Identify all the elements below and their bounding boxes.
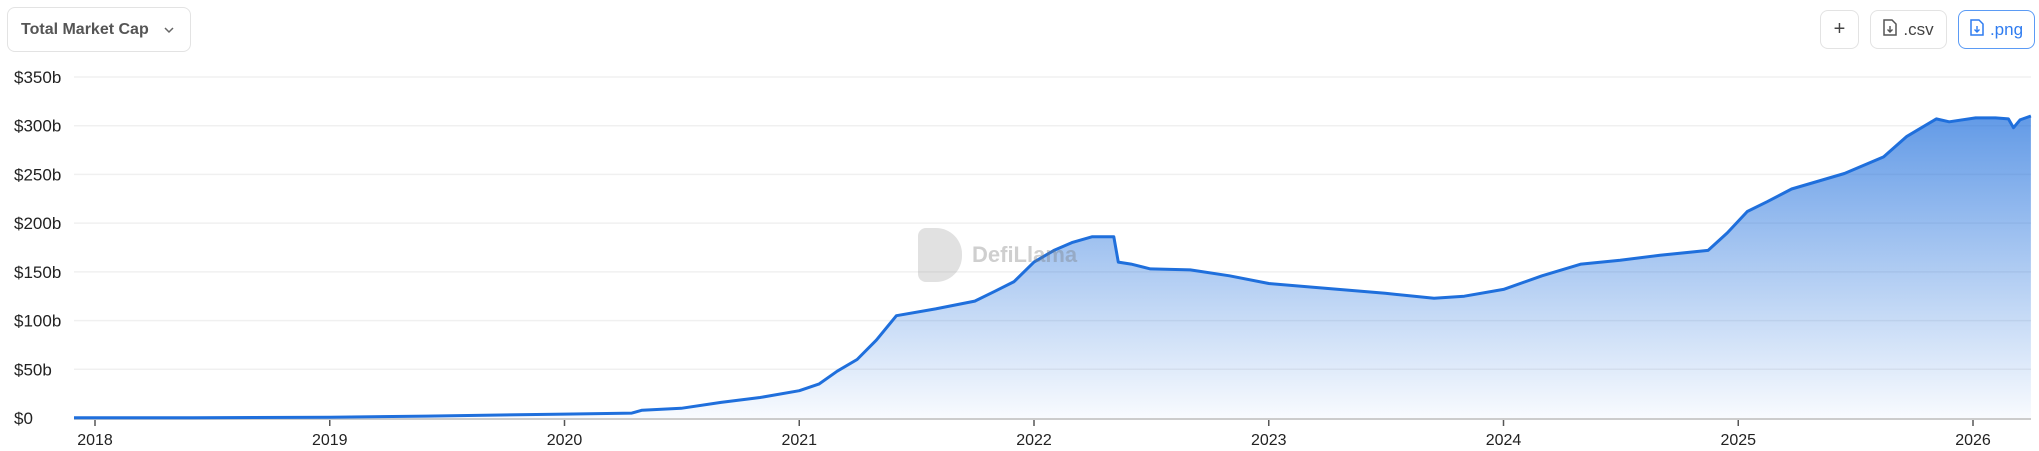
- png-label: .png: [1989, 19, 2024, 39]
- csv-label: .csv: [1903, 19, 1934, 39]
- chevron-down-icon: [163, 21, 175, 39]
- y-tick-label: $50b: [14, 360, 52, 379]
- x-tick-label: 2018: [77, 432, 113, 449]
- add-button[interactable]: +: [1820, 10, 1859, 49]
- download-png-button[interactable]: .png: [1958, 10, 2035, 49]
- y-tick-label: $150b: [14, 263, 61, 282]
- x-tick-label: 2021: [781, 432, 817, 449]
- metric-select-label: Total Market Cap: [21, 20, 149, 38]
- y-tick-label: $200b: [14, 214, 61, 233]
- y-tick-label: $100b: [14, 312, 61, 331]
- series-area: [74, 116, 2031, 418]
- x-tick-label: 2023: [1251, 432, 1287, 449]
- x-tick-label: 2025: [1720, 432, 1756, 449]
- y-tick-label: $350b: [14, 68, 61, 87]
- plus-icon: +: [1833, 18, 1846, 40]
- x-tick-label: 2019: [312, 432, 348, 449]
- y-tick-label: $250b: [14, 165, 61, 184]
- watermark-text: DefiLlama: [972, 242, 1078, 267]
- metric-select[interactable]: Total Market Cap: [7, 7, 191, 52]
- y-tick-label: $300b: [14, 117, 61, 136]
- x-tick-label: 2020: [547, 432, 583, 449]
- download-csv-button[interactable]: .csv: [1870, 10, 1947, 49]
- watermark: DefiLlama: [918, 228, 1077, 282]
- series-line: [73, 114, 2032, 420]
- y-tick-label: $0: [14, 409, 33, 428]
- x-tick-label: 2024: [1486, 432, 1522, 449]
- file-download-icon: [1883, 18, 1898, 41]
- x-tick-label: 2026: [1955, 432, 1991, 449]
- file-download-icon: [1970, 18, 1984, 41]
- x-tick-label: 2022: [1016, 432, 1052, 449]
- defillama-logo: [918, 228, 962, 282]
